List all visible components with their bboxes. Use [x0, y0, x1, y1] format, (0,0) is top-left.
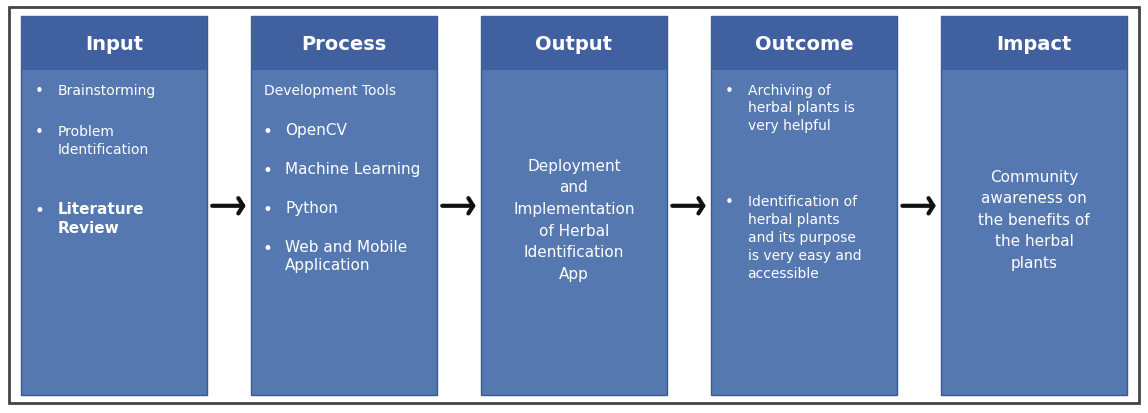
Text: Input: Input: [85, 35, 144, 54]
Text: •: •: [724, 195, 734, 210]
Text: •: •: [34, 83, 44, 98]
FancyBboxPatch shape: [941, 17, 1127, 71]
Text: Literature
Review: Literature Review: [57, 201, 144, 235]
Text: Impact: Impact: [996, 35, 1072, 54]
Text: Community
awareness on
the benefits of
the herbal
plants: Community awareness on the benefits of t…: [978, 169, 1089, 270]
Text: Web and Mobile
Application: Web and Mobile Application: [285, 239, 408, 273]
Text: Python: Python: [285, 200, 338, 215]
FancyBboxPatch shape: [250, 17, 437, 71]
Text: •: •: [262, 123, 272, 140]
Text: •: •: [262, 239, 272, 257]
FancyBboxPatch shape: [250, 17, 437, 395]
FancyBboxPatch shape: [481, 17, 667, 71]
Text: •: •: [724, 83, 734, 98]
FancyBboxPatch shape: [21, 17, 207, 71]
FancyBboxPatch shape: [21, 17, 207, 395]
FancyBboxPatch shape: [711, 17, 898, 395]
Text: Archiving of
herbal plants is
very helpful: Archiving of herbal plants is very helpf…: [747, 83, 854, 133]
Text: OpenCV: OpenCV: [285, 123, 347, 138]
Text: •: •: [262, 161, 272, 179]
Text: •: •: [262, 200, 272, 218]
FancyBboxPatch shape: [711, 17, 898, 71]
Text: •: •: [34, 201, 45, 219]
Text: Identification of
herbal plants
and its purpose
is very easy and
accessible: Identification of herbal plants and its …: [747, 195, 861, 280]
Text: Development Tools: Development Tools: [264, 83, 396, 97]
FancyBboxPatch shape: [481, 17, 667, 395]
Text: Process: Process: [301, 35, 387, 54]
Text: •: •: [34, 125, 44, 140]
FancyBboxPatch shape: [941, 17, 1127, 395]
Text: Output: Output: [535, 35, 613, 54]
Text: Outcome: Outcome: [754, 35, 853, 54]
FancyBboxPatch shape: [9, 8, 1139, 403]
Text: Brainstorming: Brainstorming: [57, 83, 156, 97]
Text: Problem
Identification: Problem Identification: [57, 125, 148, 157]
Text: Deployment
and
Implementation
of Herbal
Identification
App: Deployment and Implementation of Herbal …: [513, 158, 635, 281]
Text: Machine Learning: Machine Learning: [285, 161, 420, 176]
